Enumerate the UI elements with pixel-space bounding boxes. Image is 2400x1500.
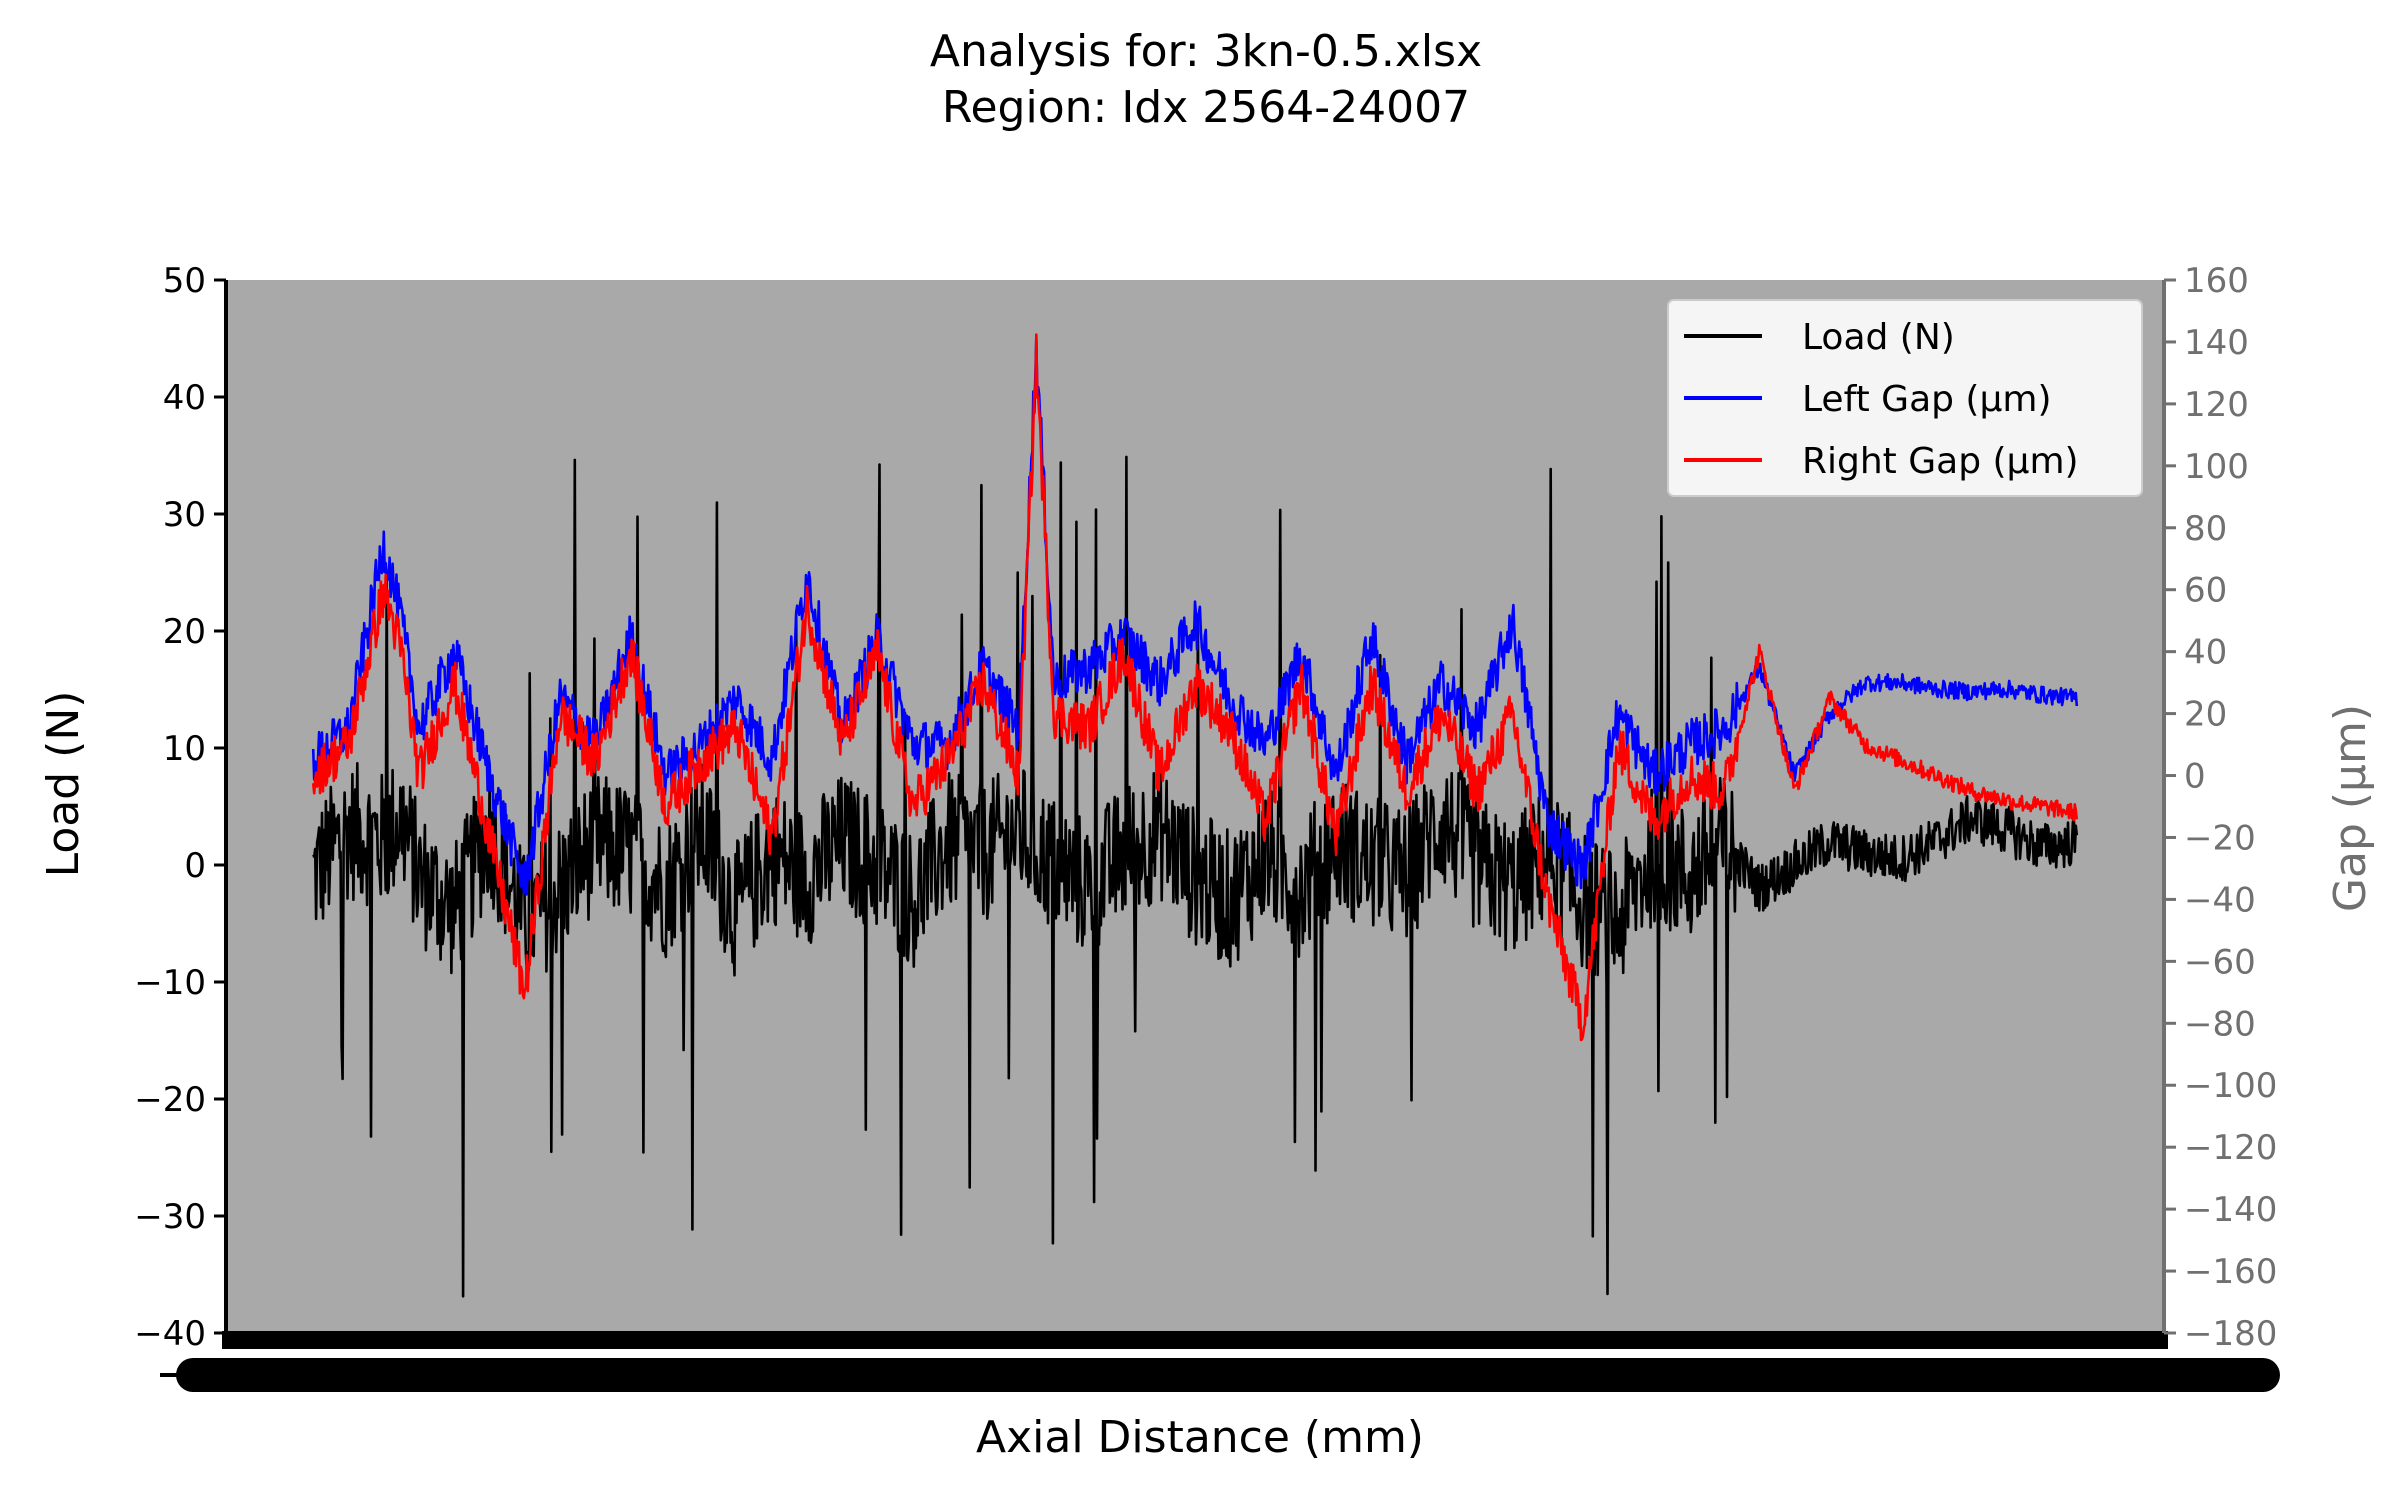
series-line-0 — [312, 455, 2079, 1298]
legend: Load (N) Left Gap (µm) Right Gap (µm) — [1667, 299, 2143, 497]
y2-tick-label: 0 — [2184, 757, 2206, 797]
x-axis-label: Axial Distance (mm) — [976, 1412, 1424, 1463]
y2-tick-label: −140 — [2184, 1190, 2277, 1230]
x-tick-marks — [222, 1331, 2168, 1349]
x-axis — [160, 1331, 2280, 1392]
x-tick-labels — [176, 1358, 2280, 1392]
y2-tick-label: 40 — [2184, 633, 2227, 673]
y-tick-label: 50 — [163, 261, 206, 301]
legend-label: Left Gap (µm) — [1802, 379, 2052, 420]
y-tick-label: −10 — [134, 963, 206, 1003]
legend-box — [1667, 299, 2143, 497]
y-axis-right: 160 140 120 100 80 60 40 20 0 −20 −40 −60 −80 −100 −12… — [2162, 261, 2277, 1354]
y2-tick-label: 100 — [2184, 447, 2249, 487]
y2-tick-label: −100 — [2184, 1066, 2277, 1106]
y-axis-left: 50 40 30 20 10 0 −10 −20 −30 −40 — [134, 261, 228, 1354]
y2-tick-label: −180 — [2184, 1314, 2277, 1354]
y2-tick-label: −40 — [2184, 880, 2256, 920]
y2-tick-label: −160 — [2184, 1252, 2277, 1292]
y2-axis-label: Gap (µm) — [2325, 704, 2376, 912]
legend-label: Right Gap (µm) — [1802, 441, 2079, 482]
series-line-2 — [311, 333, 2079, 1042]
y2-tick-label: 60 — [2184, 571, 2227, 611]
chart-subtitle: Region: Idx 2564-24007 — [942, 82, 1470, 133]
y2-tick-label: −120 — [2184, 1128, 2277, 1168]
series-group-2 — [311, 333, 2079, 1042]
y2-tick-label: 80 — [2184, 509, 2227, 549]
y-tick-label: −30 — [134, 1197, 206, 1237]
y-axis-label: Load (N) — [38, 691, 89, 878]
series-group-0 — [312, 455, 2079, 1298]
y-tick-label: −20 — [134, 1080, 206, 1120]
legend-label: Load (N) — [1802, 317, 1955, 358]
y-tick-label: −40 — [134, 1314, 206, 1354]
series-line-1 — [311, 337, 2079, 896]
y-tick-label: 10 — [163, 729, 206, 769]
y-tick-label: 20 — [163, 612, 206, 652]
y-tick-label: 30 — [163, 495, 206, 535]
y-tick-label: 0 — [184, 846, 206, 886]
chart-title: Analysis for: 3kn-0.5.xlsx — [930, 26, 1482, 77]
y2-tick-label: −80 — [2184, 1004, 2256, 1044]
y2-tick-label: 20 — [2184, 695, 2227, 735]
y2-tick-label: 160 — [2184, 261, 2249, 301]
series-group-1 — [311, 337, 2079, 896]
y-tick-label: 40 — [163, 378, 206, 418]
y2-tick-label: 140 — [2184, 323, 2249, 363]
y2-tick-label: −20 — [2184, 818, 2256, 858]
y2-tick-label: 120 — [2184, 385, 2249, 425]
y2-tick-label: −60 — [2184, 942, 2256, 982]
